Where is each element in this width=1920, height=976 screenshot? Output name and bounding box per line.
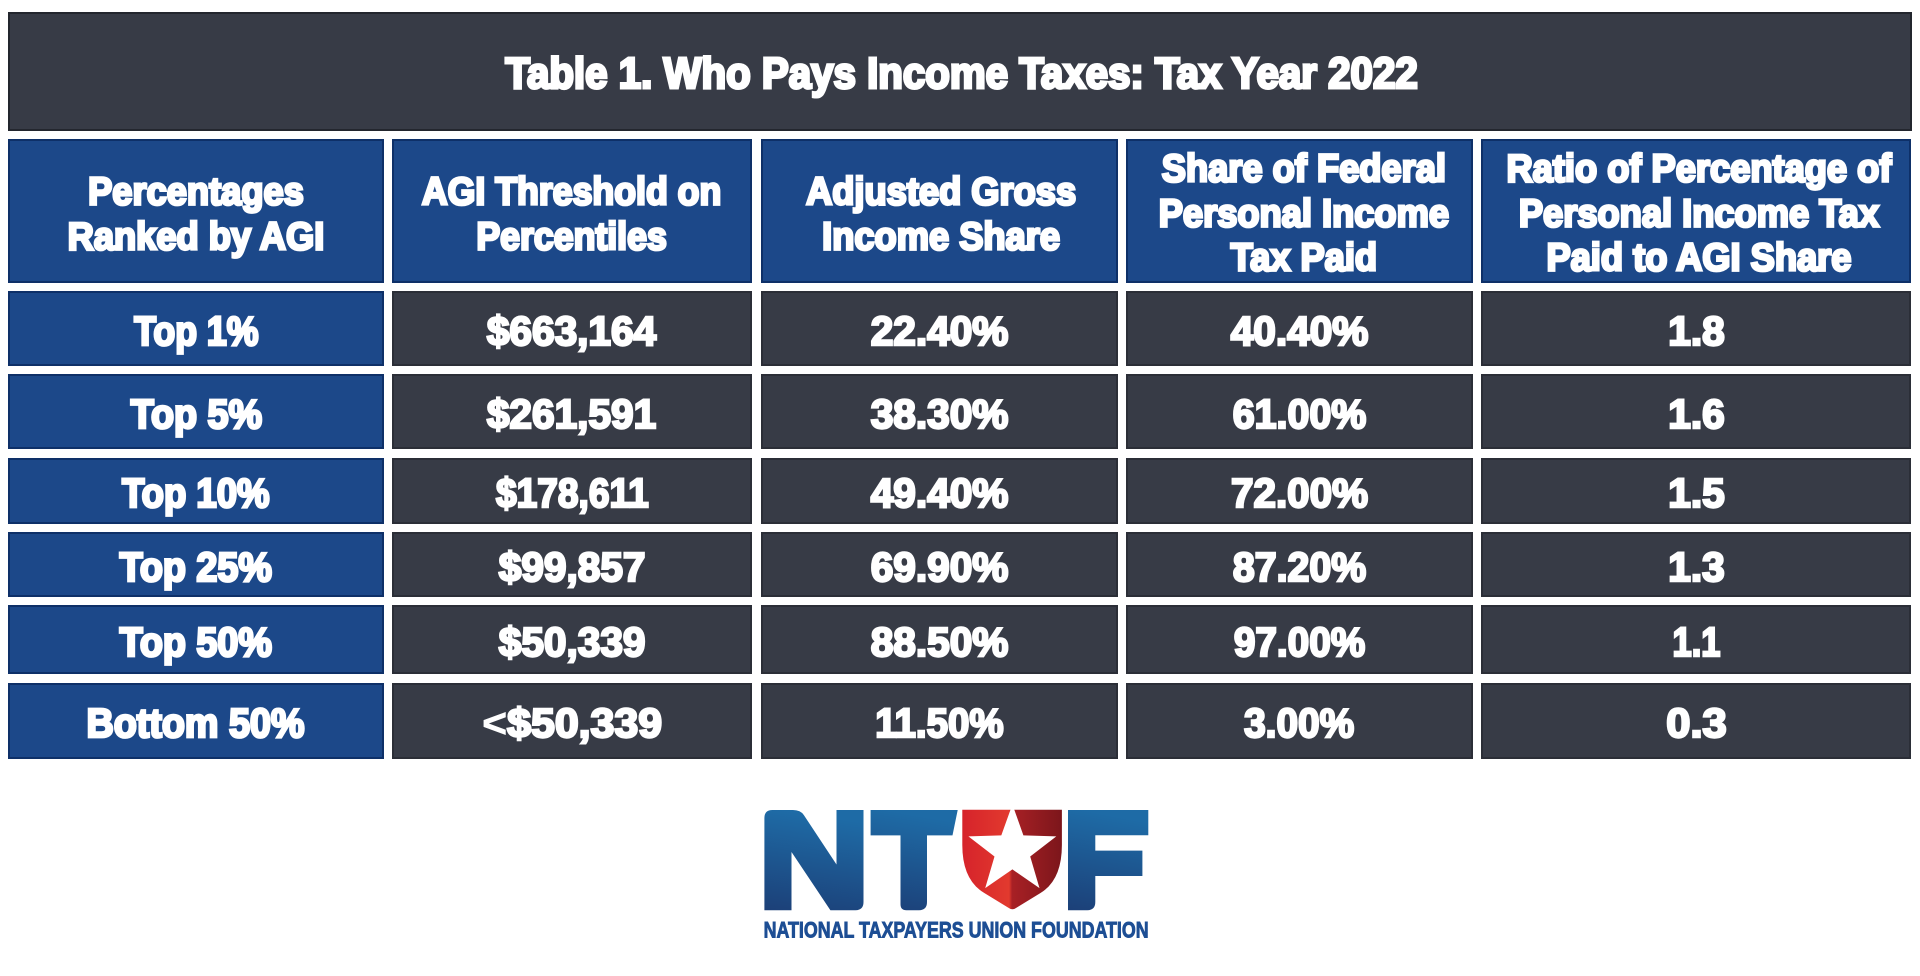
svg-text:NATIONAL TAXPAYERS UNION FOUND: NATIONAL TAXPAYERS UNION FOUNDATION bbox=[764, 917, 1149, 942]
